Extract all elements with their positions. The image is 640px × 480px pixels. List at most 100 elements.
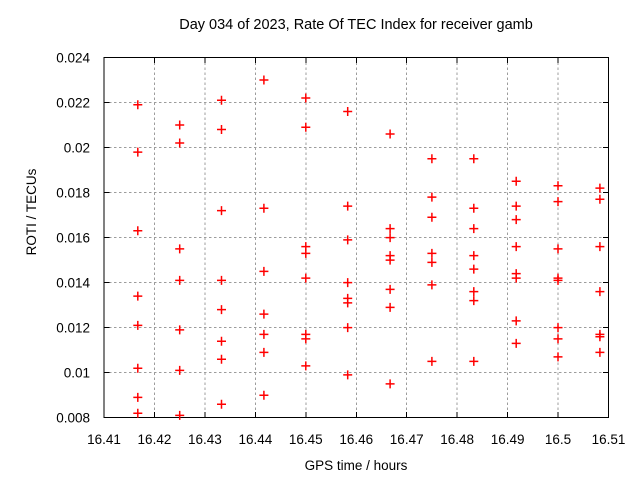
data-point-marker	[469, 296, 479, 306]
data-point-marker	[469, 264, 479, 274]
data-point-marker	[217, 95, 226, 105]
data-point-marker	[385, 284, 395, 294]
data-point-marker	[343, 201, 353, 211]
data-point-marker	[301, 122, 311, 132]
x-tick-label: 16.51	[592, 432, 626, 447]
x-tick-label: 16.48	[440, 432, 474, 447]
data-point-marker	[511, 316, 521, 326]
data-point-marker	[133, 408, 143, 418]
data-point-marker	[469, 203, 479, 213]
data-point-marker	[427, 257, 437, 267]
data-point-marker	[133, 226, 143, 236]
data-point-marker	[511, 215, 521, 225]
x-tick-label: 16.42	[138, 432, 172, 447]
data-point-marker	[427, 248, 437, 258]
data-point-marker	[553, 244, 563, 254]
y-tick-label: 0.008	[56, 411, 90, 426]
data-point-marker	[469, 287, 479, 297]
data-point-marker	[553, 197, 563, 207]
y-tick-label: 0.01	[64, 366, 90, 381]
data-point-marker	[553, 275, 563, 285]
data-point-marker	[175, 138, 185, 148]
x-tick-label: 16.44	[238, 432, 272, 447]
x-tick-label: 16.41	[87, 432, 121, 447]
data-point-marker	[469, 224, 479, 234]
data-point-marker	[259, 309, 269, 319]
data-point-marker	[343, 107, 353, 116]
data-point-marker	[217, 275, 226, 285]
y-tick-label: 0.014	[56, 276, 90, 291]
data-points-layer	[133, 75, 605, 420]
data-point-marker	[217, 354, 226, 364]
data-point-marker	[553, 323, 563, 333]
data-point-marker	[217, 336, 226, 346]
data-point-marker	[217, 399, 226, 409]
data-point-marker	[133, 100, 143, 110]
data-point-marker	[259, 266, 269, 276]
y-tick-label: 0.012	[56, 321, 90, 336]
data-point-marker	[595, 242, 605, 252]
data-point-marker	[175, 365, 185, 375]
x-tick-label: 16.49	[491, 432, 525, 447]
data-point-marker	[301, 361, 311, 371]
data-point-marker	[343, 278, 353, 288]
data-point-marker	[217, 305, 226, 315]
data-point-marker	[343, 298, 353, 308]
data-point-marker	[175, 325, 185, 335]
data-point-marker	[427, 154, 437, 164]
chart-title: Day 034 of 2023, Rate Of TEC Index for r…	[179, 17, 533, 33]
data-point-marker	[595, 287, 605, 297]
x-tick-label: 16.47	[390, 432, 424, 447]
data-point-marker	[301, 248, 311, 258]
axis-layer: 16.41 16.42 16.43 16.44 16.45 16.46 16.47 16.48…	[56, 51, 625, 448]
data-point-marker	[343, 235, 353, 245]
data-point-marker	[259, 347, 269, 357]
data-point-marker	[427, 192, 437, 202]
data-point-marker	[175, 244, 185, 254]
data-point-marker	[385, 302, 395, 312]
data-point-marker	[301, 93, 311, 103]
data-point-marker	[175, 410, 185, 420]
x-tick-label: 16.46	[339, 432, 373, 447]
y-tick-label: 0.02	[64, 141, 90, 156]
y-tick-label: 0.024	[56, 51, 90, 66]
data-point-marker	[259, 329, 269, 339]
data-point-marker	[427, 212, 437, 222]
data-point-marker	[217, 125, 226, 134]
data-point-marker	[385, 379, 395, 389]
data-point-marker	[301, 334, 311, 344]
y-tick-label: 0.022	[56, 96, 90, 111]
y-tick-label: 0.016	[56, 231, 90, 246]
data-point-marker	[595, 332, 605, 342]
data-point-marker	[385, 224, 395, 234]
data-point-marker	[595, 194, 605, 204]
data-point-marker	[259, 75, 269, 85]
x-tick-label: 16.45	[289, 432, 323, 447]
data-point-marker	[553, 352, 563, 362]
data-point-marker	[133, 291, 143, 301]
y-axis-label: ROTI / TECUs	[24, 168, 39, 255]
x-tick-label: 16.43	[188, 432, 222, 447]
data-point-marker	[343, 370, 353, 380]
data-point-marker	[133, 147, 143, 157]
data-point-marker	[511, 273, 521, 283]
data-point-marker	[259, 390, 269, 400]
data-point-marker	[385, 233, 395, 243]
data-point-marker	[469, 356, 479, 366]
data-point-marker	[469, 251, 479, 261]
data-point-marker	[133, 320, 143, 330]
data-point-marker	[511, 338, 521, 348]
data-point-marker	[259, 203, 269, 213]
data-point-marker	[301, 273, 311, 283]
x-axis-label: GPS time / hours	[305, 458, 408, 473]
data-point-marker	[385, 129, 395, 139]
data-point-marker	[553, 334, 563, 344]
data-point-marker	[133, 363, 143, 373]
data-point-marker	[427, 280, 437, 290]
data-point-marker	[553, 181, 563, 191]
data-point-marker	[175, 275, 185, 285]
x-tick-label: 16.5	[545, 432, 571, 447]
data-point-marker	[133, 392, 143, 402]
